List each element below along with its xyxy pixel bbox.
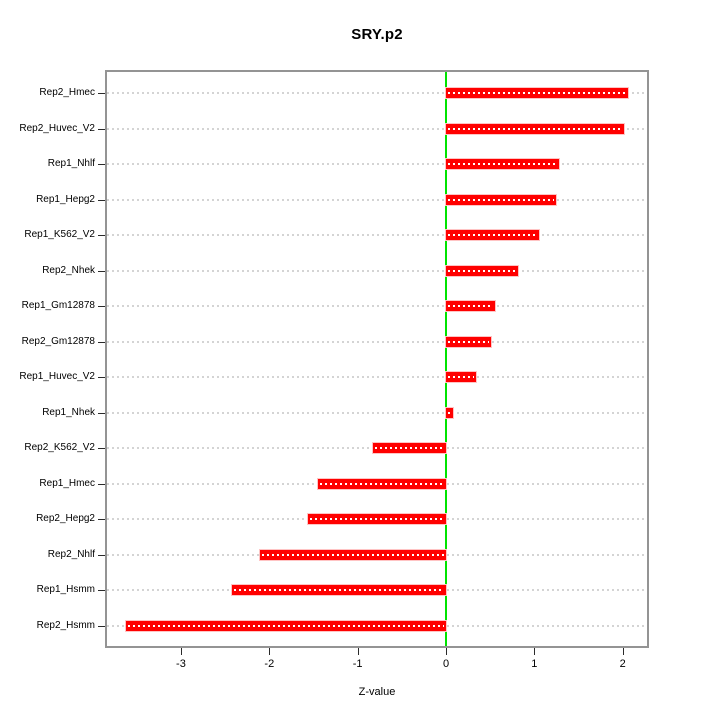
bar-center-dots	[319, 482, 444, 485]
row-grid-line	[107, 198, 647, 201]
x-axis-tick-label: -3	[176, 658, 186, 670]
bar-center-dots	[128, 624, 444, 627]
y-axis-tick	[98, 341, 105, 343]
y-axis-tick	[98, 554, 105, 556]
row-grid-line	[107, 340, 647, 343]
y-axis-label-Rep1_Hepg2: Rep1_Hepg2	[36, 193, 95, 205]
chart-title: SRY.p2	[351, 26, 403, 43]
bar-Rep1_Huvec_V2	[446, 372, 477, 383]
y-axis-tick	[98, 306, 105, 308]
row-grid-line	[107, 163, 647, 166]
x-axis-tick-label: 1	[531, 658, 538, 670]
y-axis-label-Rep1_Hsmm: Rep1_Hsmm	[36, 584, 95, 596]
x-axis-tick-label: 2	[619, 658, 626, 670]
y-axis-label-Rep1_Huvec_V2: Rep1_Huvec_V2	[19, 371, 95, 383]
y-axis-label-Rep2_Nhlf: Rep2_Nhlf	[47, 548, 95, 560]
y-axis-label-Rep2_Nhek: Rep2_Nhek	[42, 264, 95, 276]
x-axis-tick	[534, 648, 536, 655]
y-axis-tick	[98, 199, 105, 201]
bar-Rep2_K562_V2	[372, 443, 446, 454]
bar-center-dots	[448, 198, 555, 201]
zero-reference-line	[445, 72, 447, 646]
bar-Rep1_Nhek	[446, 407, 454, 418]
bar-center-dots	[448, 234, 537, 237]
bar-Rep2_Huvec_V2	[446, 123, 625, 134]
y-axis-label-Rep2_Hmec: Rep2_Hmec	[39, 87, 95, 98]
y-axis-tick	[98, 235, 105, 237]
bar-center-dots	[448, 411, 452, 414]
bar-center-dots	[234, 589, 444, 592]
y-axis-label-Rep2_Hsmm: Rep2_Hsmm	[36, 619, 95, 631]
y-axis-tick	[98, 377, 105, 379]
y-axis-label-Rep1_Nhlf: Rep1_Nhlf	[47, 158, 95, 170]
y-axis-label-Rep2_Huvec_V2: Rep2_Huvec_V2	[19, 122, 95, 134]
y-axis-label-Rep1_Gm12878: Rep1_Gm12878	[21, 300, 95, 312]
bar-Rep1_Hsmm	[232, 585, 446, 596]
bar-Rep1_Hmec	[317, 478, 446, 489]
y-axis-label-Rep1_Hmec: Rep1_Hmec	[39, 477, 95, 489]
bar-Rep2_Nhek	[446, 265, 519, 276]
bar-center-dots	[261, 553, 444, 556]
y-axis-label-Rep2_K562_V2: Rep2_K562_V2	[24, 442, 95, 454]
bar-center-dots	[448, 340, 490, 343]
x-axis-tick	[622, 648, 624, 655]
plot-area	[105, 70, 649, 648]
y-axis-tick	[98, 164, 105, 166]
y-axis-tick	[98, 590, 105, 592]
bar-Rep2_Hepg2	[308, 514, 446, 525]
row-grid-line	[107, 305, 647, 308]
bar-Rep1_Nhlf	[446, 159, 560, 170]
y-axis-tick	[98, 448, 105, 450]
y-axis-label-Rep2_Hepg2: Rep2_Hepg2	[36, 513, 95, 525]
x-axis-tick	[180, 648, 182, 655]
x-axis-tick	[446, 648, 447, 655]
x-axis-tick	[357, 648, 359, 655]
bar-Rep1_K562_V2	[446, 230, 539, 241]
y-axis-tick	[98, 128, 105, 130]
bar-Rep2_Nhlf	[259, 549, 446, 560]
y-axis-tick	[98, 93, 105, 94]
y-axis-tick	[98, 483, 105, 485]
y-axis-tick	[98, 519, 105, 521]
row-grid-line	[107, 411, 647, 414]
y-axis-label-Rep2_Gm12878: Rep2_Gm12878	[21, 335, 95, 347]
row-grid-line	[107, 234, 647, 237]
bar-center-dots	[448, 92, 626, 94]
y-axis-tick	[98, 270, 105, 272]
bar-Rep2_Hsmm	[126, 620, 446, 631]
y-axis-label-Rep1_K562_V2: Rep1_K562_V2	[24, 229, 95, 241]
bar-Rep1_Hepg2	[446, 194, 557, 205]
x-axis-tick-label: -1	[352, 658, 363, 670]
bar-center-dots	[448, 269, 517, 272]
x-axis-title: Z-value	[358, 686, 396, 698]
bar-center-dots	[374, 447, 444, 450]
row-grid-line	[107, 376, 647, 379]
bar-center-dots	[448, 127, 623, 130]
y-axis-tick	[98, 412, 105, 414]
x-axis-tick	[269, 648, 271, 655]
x-axis-tick-label: -2	[264, 658, 275, 670]
row-grid-line	[107, 127, 647, 130]
row-grid-line	[107, 269, 647, 272]
bar-center-dots	[448, 163, 558, 166]
row-grid-line	[107, 92, 647, 94]
bar-Rep2_Gm12878	[446, 336, 492, 347]
bar-Rep2_Hmec	[446, 88, 628, 98]
y-axis-tick	[98, 625, 105, 627]
bar-center-dots	[448, 376, 475, 379]
bar-Rep1_Gm12878	[446, 301, 495, 312]
bar-center-dots	[448, 305, 493, 308]
bar-center-dots	[310, 518, 444, 521]
y-axis-label-Rep1_Nhek: Rep1_Nhek	[42, 406, 95, 418]
x-axis-tick-label: 0	[442, 658, 450, 670]
